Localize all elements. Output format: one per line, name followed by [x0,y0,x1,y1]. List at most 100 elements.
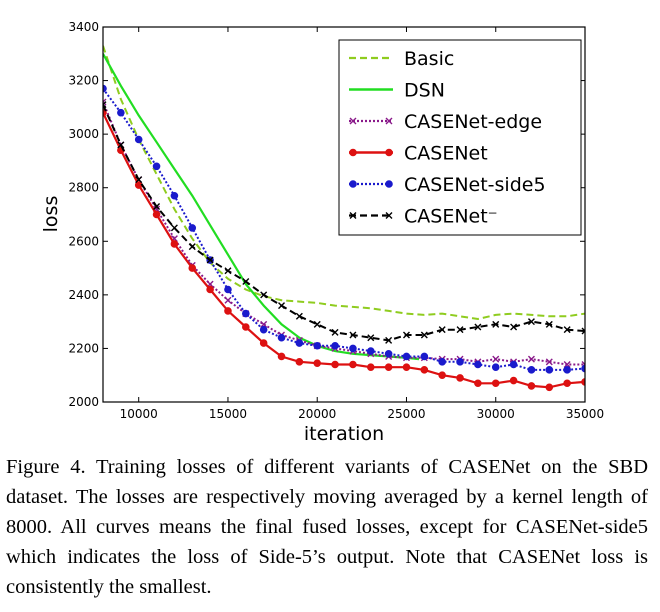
series-4-point [509,376,518,385]
series-5-point [349,344,357,353]
series-4-point [474,379,482,388]
series-5-point [152,162,161,171]
legend-marker [349,148,357,157]
series-6-point [242,277,250,285]
series-5-point [134,135,143,144]
series-5-point [384,349,393,358]
series-4-point [563,379,571,388]
series-6-point [295,312,303,320]
series-6-point [331,328,339,336]
figure-caption: Figure 4. Training losses of different v… [6,456,648,598]
series-4-point [295,358,304,366]
series-layer [103,45,585,392]
series-6-point [278,302,286,310]
series-5-point [491,363,500,371]
series-4-point [188,264,197,272]
series-3-point [103,98,107,106]
series-3-point [545,358,553,366]
series-5-point [545,366,554,374]
series-4-point [206,285,214,294]
y-tick-label: 3400 [68,20,99,34]
series-4-point [420,366,429,374]
series-6-point [117,141,125,149]
series-4-point [331,360,339,369]
series-5-point [242,309,250,318]
series-6-point [438,326,446,334]
legend-label-3: CASENet-edge [404,111,542,133]
y-tick-label: 2800 [68,181,99,195]
legend-box [338,39,582,236]
legend-label-6: CASENet⁻ [404,206,498,228]
series-3-point [527,355,535,363]
series-4-point [491,379,500,388]
y-axis-label: loss [40,196,62,233]
series-4-point [366,363,375,371]
series-6-point [492,320,500,328]
series-4-point [224,307,232,315]
loss-chart: 10000 15000 20000 25000 30000 35000 2000 2200 24… [40,20,604,445]
series-5-point [313,341,322,350]
x-axis-label: iteration [304,423,384,445]
series-2 [103,53,420,361]
series-5-point [188,224,197,232]
series-6-point [581,327,585,335]
series-4-point [581,378,585,386]
series-6-line [103,104,585,342]
series-4-point [527,382,536,390]
y-tick-label: 3200 [68,74,99,88]
series-6-point [206,256,214,264]
series-5-point [420,352,429,361]
series-6-point [385,336,393,344]
series-4-point [545,383,554,392]
legend-marker [349,180,357,188]
series-5-point [581,364,585,373]
legend-marker [385,212,393,219]
legend-label-5: CASENet-side5 [404,174,546,196]
series-4-point [152,210,161,219]
series-4-point [170,240,179,248]
series-5-point [224,285,232,294]
series-5-point [295,339,304,347]
legend-marker [349,212,357,219]
series-6-point [153,202,161,210]
legend: Basic DSN CASENet-edge CASENet CASENet-side5… [338,39,582,236]
series-6-point [313,320,321,328]
legend-label-2: DSN [404,80,445,102]
series-6-point [188,243,196,251]
series-4-point [384,363,393,371]
legend-label-4: CASENet [404,143,488,165]
series-4-point [313,359,322,367]
series-6-point [349,331,357,339]
series-6-point [527,318,535,326]
y-tick-label: 2000 [68,395,99,409]
legend-marker [385,148,393,157]
series-2-line [103,53,420,361]
tick-layer: 10000 15000 20000 25000 30000 35000 2000 2200 24… [68,20,604,421]
series-1 [103,45,585,321]
series-6-point [135,176,143,184]
series-6-point [420,331,428,339]
series-5-point [563,366,571,374]
series-6-point [474,323,482,331]
legend-label-1: Basic [404,48,454,70]
y-tick-label: 3000 [68,127,99,141]
legend-marker [385,117,393,125]
legend-marker [349,117,357,125]
series-4-point [242,323,250,331]
series-6-point [456,326,464,334]
series-6-point [563,326,571,334]
x-tick-label: 15000 [209,407,247,421]
series-5-point [474,360,482,369]
series-6-point [170,224,178,232]
series-5-point [170,191,179,200]
y-tick-label: 2600 [68,234,99,248]
y-tick-label: 2200 [68,341,99,355]
series-6 [103,101,585,344]
series-4-point [456,374,464,382]
series-6-point [545,320,553,328]
series-4 [103,108,585,392]
series-6-point [224,267,232,275]
x-tick-label: 10000 [120,407,158,421]
series-5-line [103,88,585,371]
series-5-point [117,108,125,117]
